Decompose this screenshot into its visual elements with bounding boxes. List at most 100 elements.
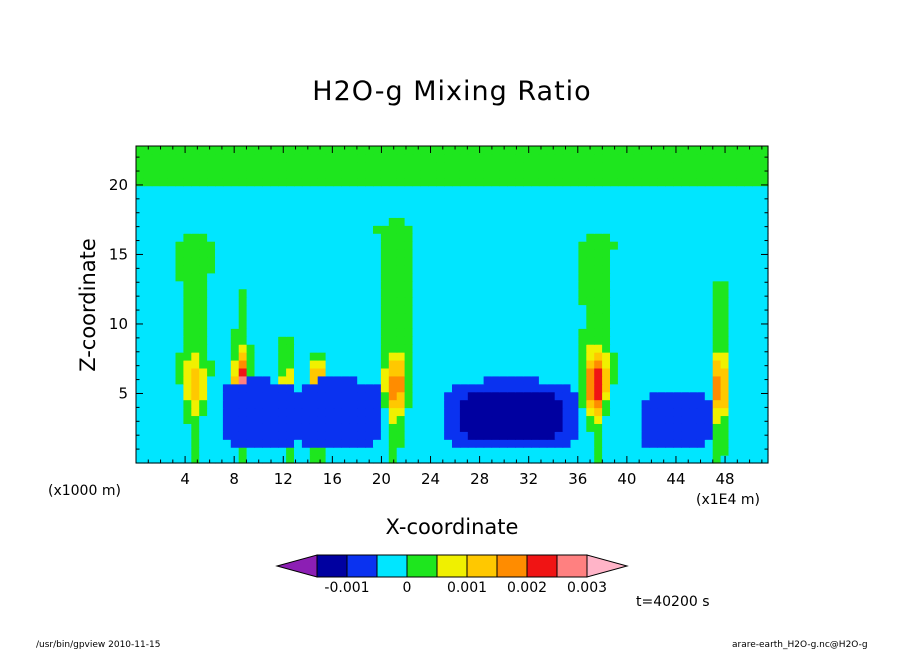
heatmap-cell bbox=[183, 320, 192, 329]
heatmap-cell bbox=[760, 312, 769, 321]
heatmap-cell bbox=[578, 415, 587, 424]
heatmap-cell bbox=[523, 407, 532, 417]
heatmap-cell bbox=[444, 217, 453, 226]
heatmap-cell bbox=[143, 383, 153, 393]
heatmap-cell bbox=[704, 296, 714, 306]
heatmap-cell bbox=[270, 280, 279, 290]
heatmap-cell bbox=[270, 272, 279, 282]
heatmap-cell bbox=[744, 415, 753, 424]
heatmap-cell bbox=[270, 249, 279, 258]
heatmap-cell bbox=[222, 439, 232, 448]
heatmap-cell bbox=[357, 296, 366, 306]
heatmap-cell bbox=[420, 169, 429, 179]
heatmap-cell bbox=[554, 399, 564, 409]
heatmap-cell bbox=[546, 423, 556, 432]
heatmap-cell bbox=[578, 256, 587, 266]
heatmap-cell bbox=[728, 312, 737, 321]
heatmap-cell bbox=[404, 367, 414, 377]
heatmap-cell bbox=[436, 256, 445, 266]
heatmap-cell bbox=[230, 328, 240, 337]
heatmap-cell bbox=[602, 272, 611, 282]
heatmap-cell bbox=[333, 359, 342, 369]
heatmap-cell bbox=[704, 352, 714, 361]
heatmap-cell bbox=[238, 264, 248, 274]
heatmap-cell bbox=[538, 439, 548, 448]
heatmap-cell bbox=[452, 185, 461, 195]
heatmap-cell bbox=[412, 336, 421, 345]
heatmap-cell bbox=[649, 193, 658, 203]
heatmap-cell bbox=[625, 177, 635, 187]
heatmap-cell bbox=[570, 185, 579, 195]
heatmap-cell bbox=[617, 177, 627, 187]
heatmap-cell bbox=[570, 415, 579, 424]
heatmap-cell bbox=[594, 272, 603, 282]
heatmap-cell bbox=[657, 256, 666, 266]
heatmap-cell bbox=[357, 225, 366, 234]
heatmap-cell bbox=[491, 359, 500, 369]
heatmap-cell bbox=[207, 146, 216, 155]
heatmap-cell bbox=[175, 296, 184, 306]
heatmap-cell bbox=[270, 288, 279, 298]
heatmap-cell bbox=[365, 217, 374, 226]
heatmap-cell bbox=[294, 225, 303, 234]
heatmap-cell bbox=[483, 407, 493, 417]
heatmap-cell bbox=[483, 153, 493, 163]
heatmap-cell bbox=[681, 431, 690, 440]
heatmap-cell bbox=[309, 312, 319, 321]
heatmap-cell bbox=[191, 367, 200, 377]
heatmap-cell bbox=[175, 367, 184, 377]
heatmap-cell bbox=[420, 272, 429, 282]
heatmap-cell bbox=[341, 225, 350, 234]
heatmap-cell bbox=[349, 320, 358, 329]
heatmap-cell bbox=[538, 217, 548, 226]
heatmap-cell bbox=[278, 241, 287, 250]
heatmap-cell bbox=[199, 415, 208, 424]
heatmap-cell bbox=[633, 352, 643, 361]
heatmap-cell bbox=[515, 185, 524, 195]
heatmap-cell bbox=[538, 193, 548, 203]
heatmap-cell bbox=[428, 241, 437, 250]
heatmap-cell bbox=[191, 359, 200, 369]
heatmap-cell bbox=[325, 288, 335, 298]
heatmap-cell bbox=[459, 264, 469, 274]
heatmap-cell bbox=[594, 447, 603, 456]
heatmap-cell bbox=[349, 272, 358, 282]
heatmap-cell bbox=[167, 375, 177, 385]
heatmap-cell bbox=[720, 304, 730, 314]
heatmap-cell bbox=[554, 344, 564, 353]
x-tick-label: 32 bbox=[519, 470, 538, 488]
heatmap-cell bbox=[143, 439, 153, 448]
heatmap-cell bbox=[262, 383, 271, 393]
heatmap-cell bbox=[515, 233, 524, 242]
heatmap-cell bbox=[673, 383, 682, 393]
heatmap-cell bbox=[523, 296, 532, 306]
heatmap-cell bbox=[696, 249, 706, 258]
heatmap-cell bbox=[301, 407, 311, 417]
heatmap-cell bbox=[270, 146, 279, 155]
heatmap-cell bbox=[736, 328, 745, 337]
heatmap-cell bbox=[333, 153, 342, 163]
heatmap-cell bbox=[199, 153, 208, 163]
heatmap-cell bbox=[546, 185, 556, 195]
heatmap-cell bbox=[467, 407, 477, 417]
heatmap-cell bbox=[459, 455, 469, 464]
heatmap-cell bbox=[459, 352, 469, 361]
heatmap-cell bbox=[538, 241, 548, 250]
heatmap-cell bbox=[349, 193, 358, 203]
heatmap-cell bbox=[475, 161, 485, 171]
heatmap-cell bbox=[222, 312, 232, 321]
heatmap-cell bbox=[365, 455, 374, 464]
heatmap-cell bbox=[230, 336, 240, 345]
heatmap-cell bbox=[199, 296, 208, 306]
heatmap-cell bbox=[325, 217, 335, 226]
heatmap-cell bbox=[380, 447, 390, 456]
heatmap-cell bbox=[136, 455, 145, 464]
heatmap-cell bbox=[428, 439, 437, 448]
heatmap-cell bbox=[475, 344, 485, 353]
heatmap-cell bbox=[515, 225, 524, 234]
heatmap-cell bbox=[436, 399, 445, 409]
heatmap-cell bbox=[570, 352, 579, 361]
heatmap-cell bbox=[538, 256, 548, 266]
heatmap-cell bbox=[333, 328, 342, 337]
heatmap-cell bbox=[720, 415, 730, 424]
